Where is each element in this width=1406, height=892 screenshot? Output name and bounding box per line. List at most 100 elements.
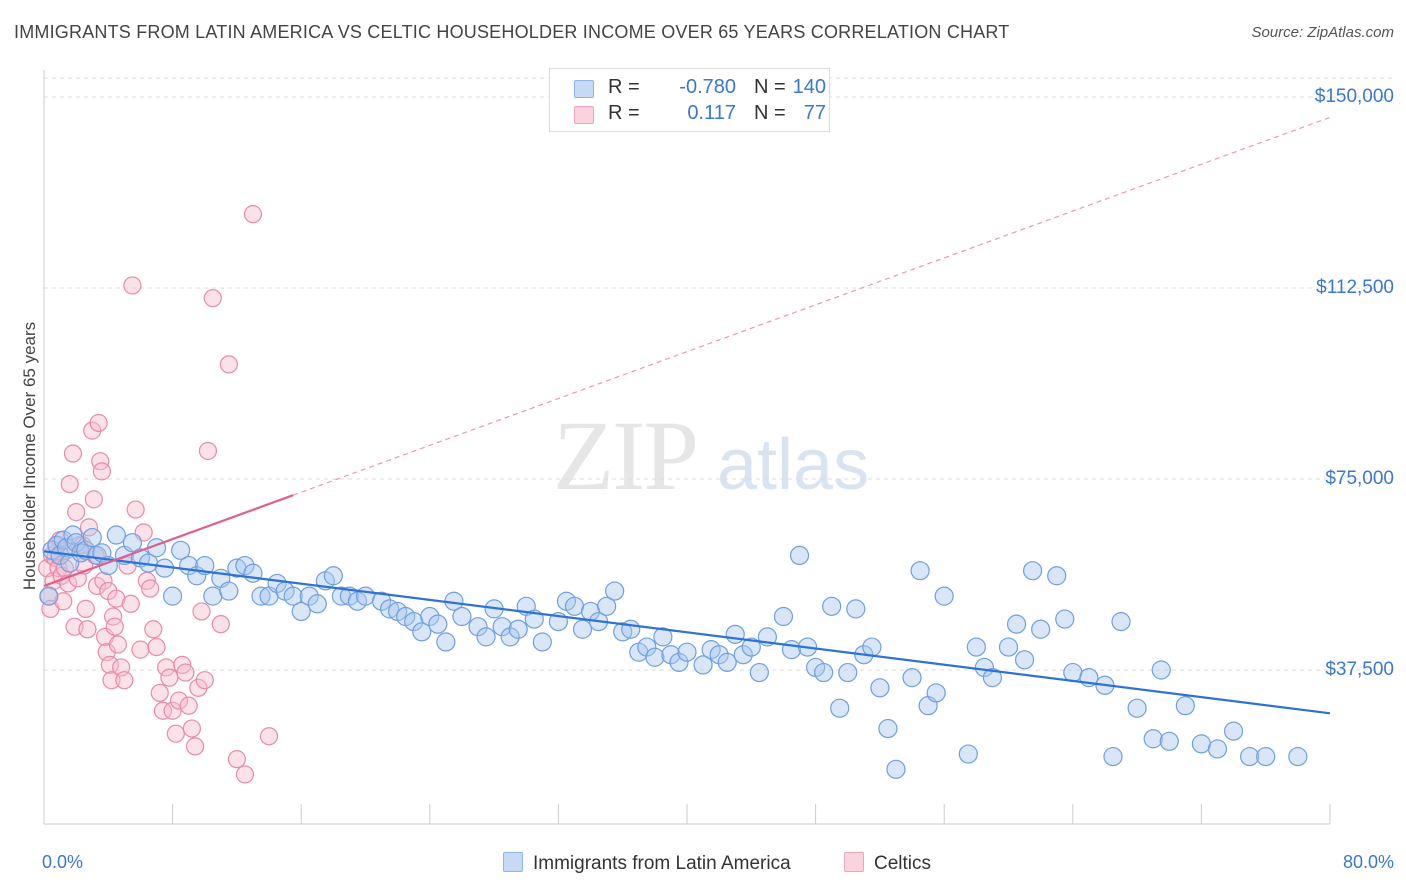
latin-america-point xyxy=(830,698,850,718)
latin-america-point xyxy=(781,640,802,660)
celtics-point xyxy=(259,727,279,746)
celtics-point xyxy=(63,444,83,463)
celtics-point xyxy=(121,594,140,613)
legend-r-value: -0.780 xyxy=(679,76,736,98)
celtics-point xyxy=(78,620,97,639)
latin-america-point xyxy=(669,652,689,672)
celtics-point xyxy=(163,701,182,720)
celtics-point xyxy=(235,765,255,784)
latin-america-point xyxy=(355,586,376,606)
y-tick-label: $75,000 xyxy=(1325,468,1394,489)
latin-america-point xyxy=(822,596,842,616)
y-tick-label: $150,000 xyxy=(1314,86,1394,107)
latin-america-point xyxy=(203,586,223,606)
celtics-point xyxy=(67,503,86,522)
latin-america-point xyxy=(958,744,978,764)
celtics-point xyxy=(182,719,201,738)
y-axis-label: Householder Income Over 65 years xyxy=(20,321,39,591)
latin-america-point xyxy=(709,645,729,665)
latin-america-point xyxy=(637,637,657,657)
latin-america-point xyxy=(621,619,641,639)
x-tick-label: 0.0% xyxy=(42,852,84,872)
celtics-trendline-extension xyxy=(292,116,1331,496)
latin-america-point xyxy=(39,586,59,606)
celtics-point xyxy=(54,592,73,611)
legend-n-label: N = xyxy=(754,102,786,124)
latin-america-point xyxy=(171,540,191,560)
latin-america-point xyxy=(1127,698,1147,718)
bottom-legend-label: Celtics xyxy=(874,853,932,874)
latin-america-point xyxy=(564,596,585,616)
latin-america-point xyxy=(412,622,432,642)
celtics-point xyxy=(60,474,79,494)
latin-america-point xyxy=(677,642,697,662)
latin-america-point xyxy=(597,596,617,616)
latin-america-point xyxy=(468,617,488,637)
latin-america-point xyxy=(1191,734,1212,754)
bottom-legend-swatch-pink xyxy=(844,852,864,872)
latin-america-point xyxy=(982,668,1003,688)
celtics-point xyxy=(94,571,113,590)
latin-america-point xyxy=(307,594,327,614)
latin-america-point xyxy=(283,586,303,606)
latin-america-point xyxy=(1143,729,1163,749)
celtics-point xyxy=(102,671,121,690)
latin-america-point xyxy=(1240,746,1260,767)
latin-america-point xyxy=(508,619,528,639)
celtics-point xyxy=(123,276,142,295)
latin-america-point xyxy=(773,606,794,627)
latin-america-point xyxy=(862,637,882,657)
legend-swatch-blue xyxy=(574,80,594,98)
y-tick-label: $112,500 xyxy=(1316,277,1394,298)
bottom-legend-label: Immigrants from Latin America xyxy=(533,853,791,874)
latin-america-point xyxy=(1014,650,1035,670)
latin-america-point xyxy=(846,599,866,619)
celtics-point xyxy=(186,737,205,756)
celtics-point xyxy=(203,289,222,308)
latin-america-point xyxy=(870,678,890,698)
celtics-point xyxy=(166,724,185,743)
celtics-point xyxy=(219,355,238,374)
y-tick-label: $37,500 xyxy=(1325,659,1394,680)
latin-america-point xyxy=(741,637,761,657)
celtics-point xyxy=(126,500,145,519)
latin-america-point xyxy=(476,627,496,647)
celtics-point xyxy=(76,599,95,618)
latin-america-point xyxy=(532,632,552,652)
chart-title: IMMIGRANTS FROM LATIN AMERICA VS CELTIC … xyxy=(14,22,1010,42)
latin-america-point xyxy=(966,637,986,657)
latin-america-point xyxy=(878,718,898,739)
legend-swatch-pink xyxy=(574,106,594,124)
latin-america-point xyxy=(749,662,769,683)
latin-america-point xyxy=(219,581,239,601)
celtics-point xyxy=(131,640,150,659)
latin-america-point xyxy=(82,527,102,548)
latin-america-point xyxy=(251,586,271,606)
latin-america-point xyxy=(371,591,392,611)
celtics-point xyxy=(83,421,102,440)
latin-america-point xyxy=(299,586,319,606)
bottom-legend-swatch-blue xyxy=(503,852,523,872)
latin-america-point xyxy=(733,645,753,665)
celtics-point xyxy=(92,462,111,481)
latin-america-point xyxy=(789,545,810,566)
latin-america-point xyxy=(1103,746,1123,767)
celtics-point xyxy=(179,696,198,715)
celtics-point xyxy=(153,701,173,720)
celtics-point xyxy=(107,589,126,608)
latin-america-point xyxy=(163,586,183,606)
legend-r-label: R = xyxy=(608,76,640,98)
latin-america-point xyxy=(235,555,255,576)
latin-america-point xyxy=(926,683,946,703)
legend-r-label: R = xyxy=(608,102,640,124)
latin-america-point xyxy=(1006,614,1027,634)
latin-america-point xyxy=(910,561,930,581)
source-label: Source: ZipAtlas.com xyxy=(1251,24,1394,41)
legend-n-value: 140 xyxy=(792,76,826,98)
latin-america-point xyxy=(717,652,737,672)
celtics-point xyxy=(195,671,214,690)
celtics-trendline xyxy=(43,494,294,587)
celtics-point xyxy=(189,678,208,697)
latin-america-point xyxy=(1063,662,1083,683)
